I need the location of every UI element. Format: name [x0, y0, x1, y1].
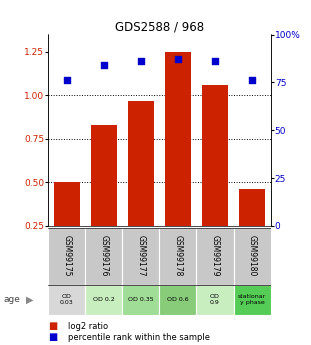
Text: GSM99180: GSM99180 [248, 236, 257, 277]
Text: stationar
y phase: stationar y phase [238, 294, 266, 305]
Bar [91, 125, 117, 226]
Point [64, 78, 69, 83]
Bar [239, 189, 265, 226]
Bar [159, 228, 197, 285]
Title: GDS2588 / 968: GDS2588 / 968 [115, 20, 204, 33]
Text: GSM99177: GSM99177 [136, 235, 145, 277]
Text: ■: ■ [48, 333, 58, 342]
Bar [122, 228, 159, 285]
Point [212, 59, 217, 64]
Text: age: age [3, 295, 20, 304]
Bar [159, 285, 197, 315]
Point [249, 78, 254, 83]
Point [101, 62, 106, 68]
Text: OD 0.35: OD 0.35 [128, 297, 154, 302]
Bar [54, 183, 80, 226]
Bar [202, 85, 228, 226]
Bar [197, 228, 234, 285]
Text: GSM99175: GSM99175 [62, 235, 71, 277]
Point [175, 57, 180, 62]
Text: OD
0.03: OD 0.03 [60, 294, 74, 305]
Bar [128, 101, 154, 226]
Bar [234, 285, 271, 315]
Text: GSM99178: GSM99178 [174, 236, 183, 277]
Bar [48, 285, 85, 315]
Text: percentile rank within the sample: percentile rank within the sample [68, 333, 211, 342]
Text: OD 0.2: OD 0.2 [93, 297, 115, 302]
Point [138, 59, 143, 64]
Bar [85, 285, 122, 315]
Text: GSM99179: GSM99179 [211, 235, 220, 277]
Bar [197, 285, 234, 315]
Text: ■: ■ [48, 321, 58, 331]
Text: log2 ratio: log2 ratio [68, 322, 109, 331]
Text: ▶: ▶ [26, 295, 34, 305]
Text: GSM99176: GSM99176 [99, 235, 108, 277]
Bar [122, 285, 159, 315]
Bar [234, 228, 271, 285]
Text: OD 0.6: OD 0.6 [167, 297, 189, 302]
Bar [48, 228, 85, 285]
Bar [85, 228, 122, 285]
Text: OD
0.9: OD 0.9 [210, 294, 220, 305]
Bar [165, 52, 191, 226]
